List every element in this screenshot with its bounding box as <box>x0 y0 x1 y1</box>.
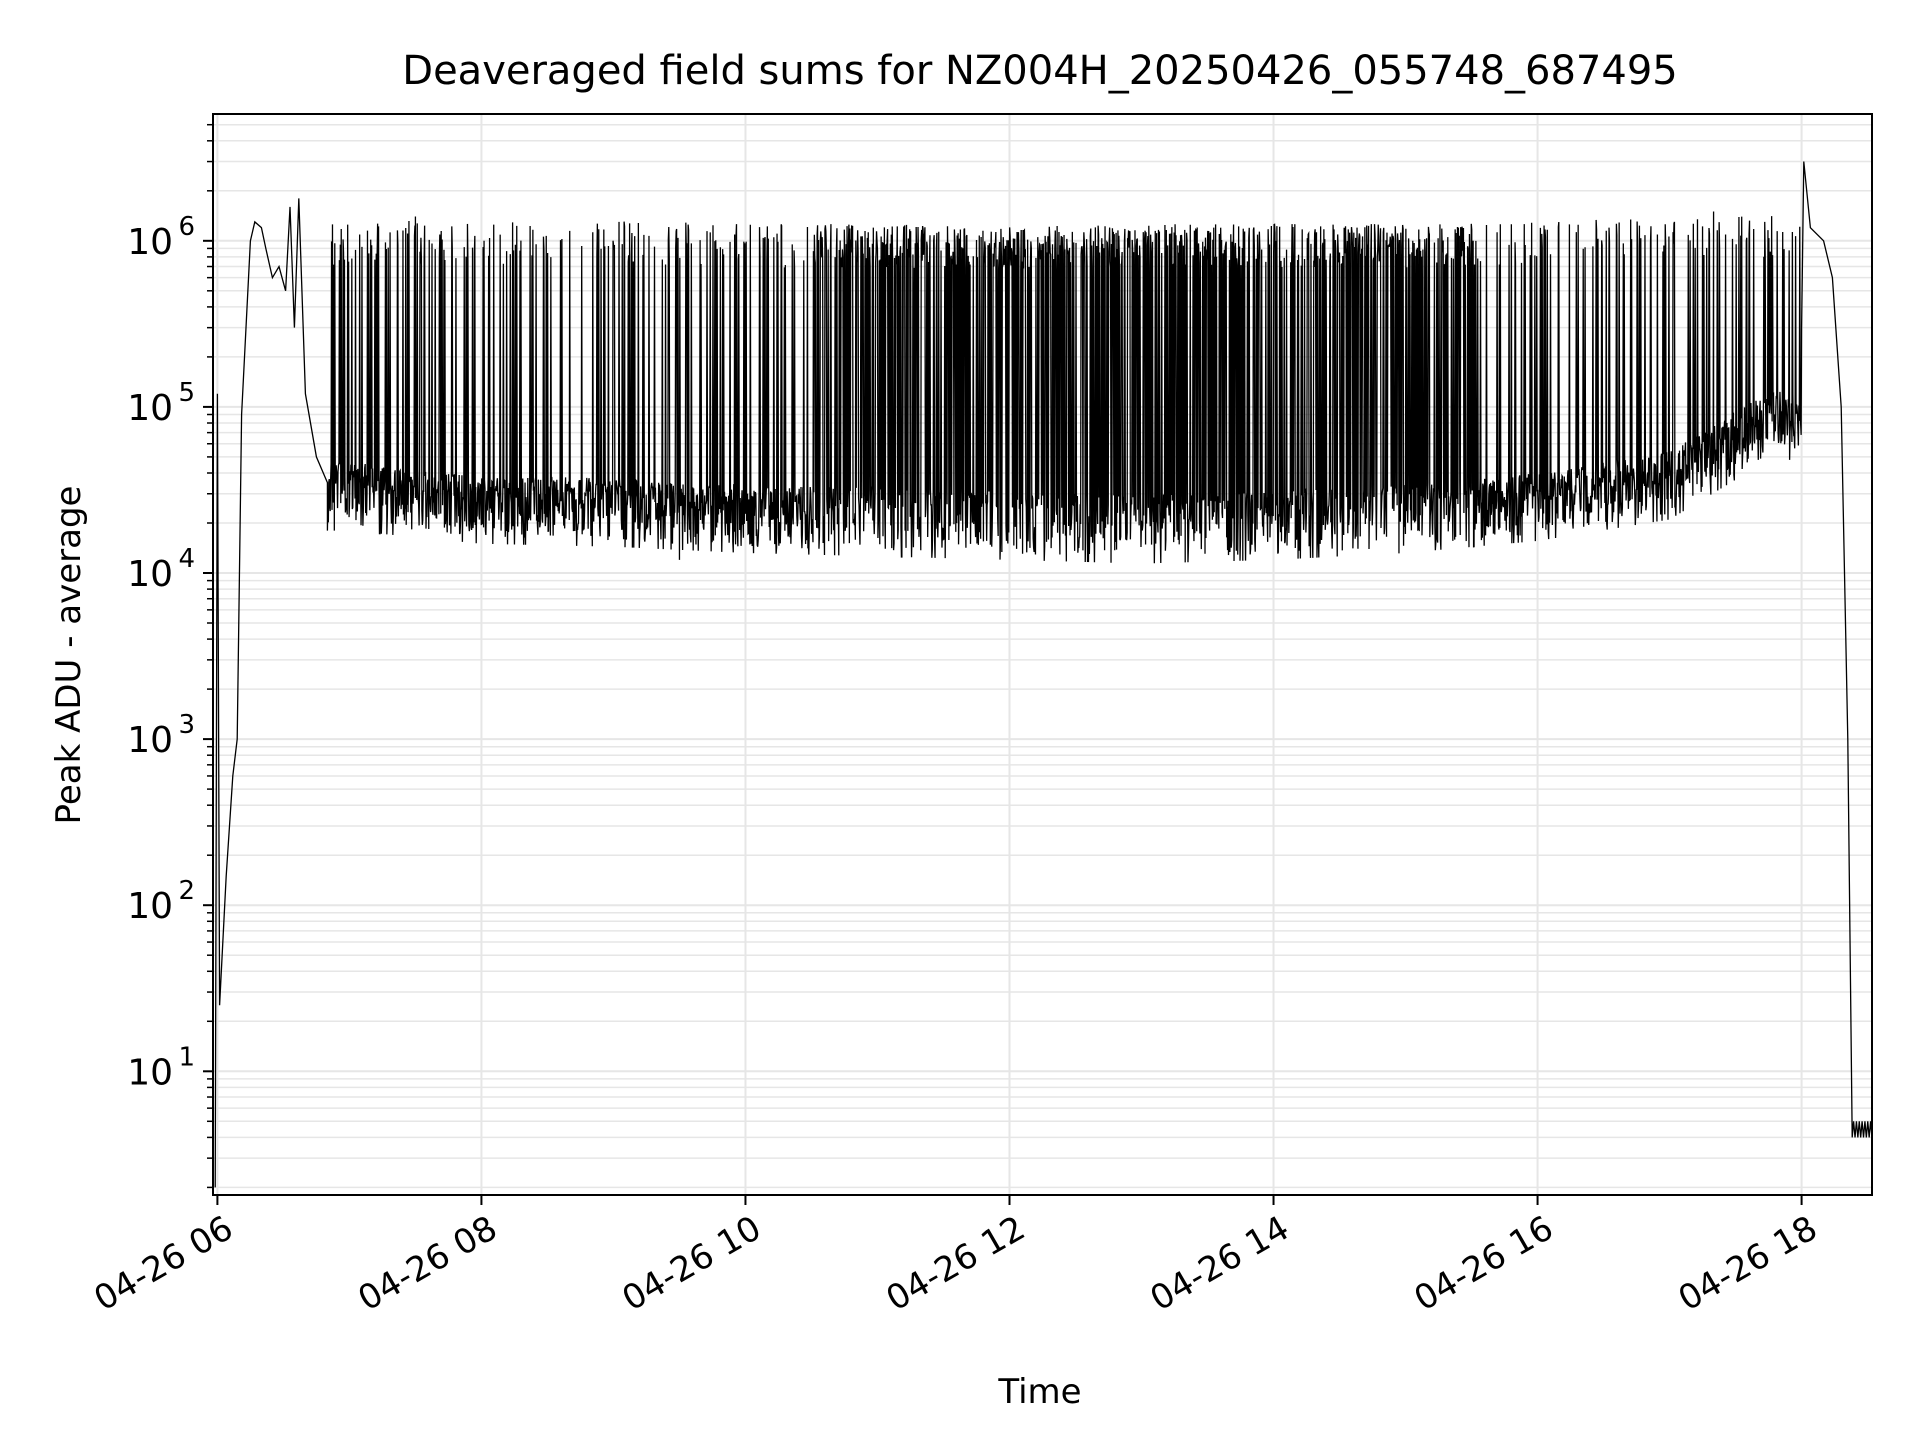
chart-title: Deaveraged field sums for NZ004H_2025042… <box>402 48 1677 94</box>
y-tick-exponent: 1 <box>178 1042 195 1072</box>
y-tick-label: 10 <box>127 388 173 429</box>
y-tick-exponent: 3 <box>178 710 195 740</box>
y-tick-exponent: 4 <box>178 544 195 574</box>
y-tick-exponent: 6 <box>178 212 195 242</box>
y-axis-label: Peak ADU - average <box>49 486 89 825</box>
y-tick-label: 10 <box>127 554 173 595</box>
y-tick-label: 10 <box>127 720 173 761</box>
x-axis-label: Time <box>997 1372 1081 1412</box>
y-tick-label: 10 <box>127 886 173 927</box>
y-tick-label: 10 <box>127 222 173 263</box>
y-tick-exponent: 5 <box>178 378 195 408</box>
y-tick-exponent: 2 <box>178 876 195 906</box>
y-tick-label: 10 <box>127 1052 173 1093</box>
series-line <box>214 161 1872 1188</box>
plot-series-group <box>214 161 1872 1188</box>
axes-frame <box>212 113 1873 1196</box>
